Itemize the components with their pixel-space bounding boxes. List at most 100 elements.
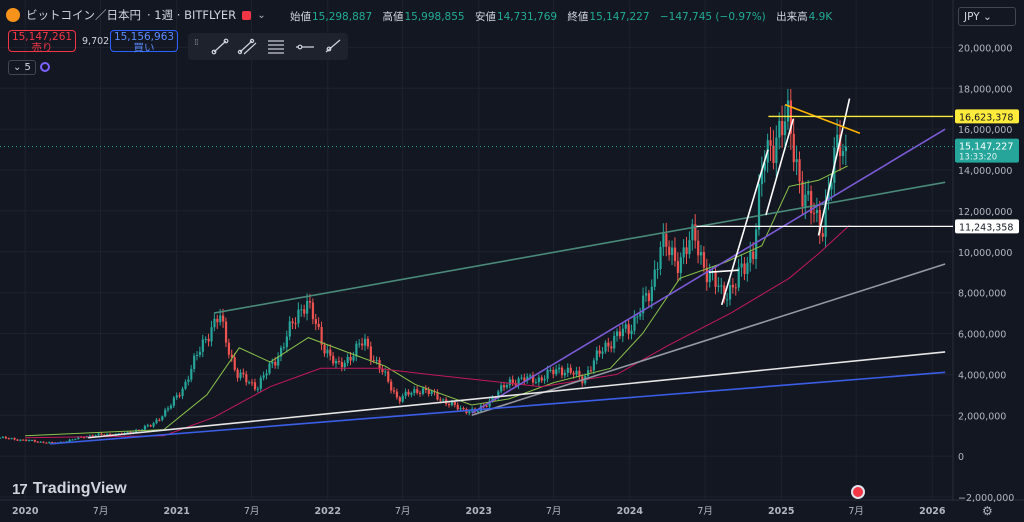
sell-button[interactable]: 15,147,261 売り [8,30,76,54]
candle-body [647,293,651,302]
candle-body [555,369,558,375]
candle [346,353,349,367]
candle-body [685,247,688,255]
candle-body [317,323,320,328]
candle [488,398,491,409]
candle-body [717,285,720,287]
candle-body [279,347,283,357]
go-to-realtime-icon[interactable] [851,485,865,499]
candle-body [642,295,645,314]
x-tick-label: 2024 [617,506,644,517]
candle-body [760,170,764,185]
candle [419,390,422,397]
candle-body [598,350,601,354]
candle [19,439,22,442]
candle [627,320,630,340]
candle [688,231,691,259]
horizontal-line-icon[interactable] [296,44,314,50]
buy-button[interactable]: 15,156,963 買い [110,30,178,54]
candle [146,423,149,428]
candle [760,156,764,197]
candle-body [639,313,642,317]
candle [303,304,306,318]
indicator-panel[interactable]: ⌄ 5 [8,59,50,75]
candle [795,145,798,176]
candle-body [143,426,147,430]
settings-gear-icon[interactable]: ⚙ [982,504,993,518]
candle-body [0,437,2,439]
candle-body [195,354,199,356]
candle [668,240,671,261]
change-value: −147,745 (−0.97%) [659,11,766,23]
candle [746,256,749,282]
candle [624,320,627,333]
x-tick-label: 2023 [466,506,492,517]
candle-body [723,285,726,300]
candle-body [726,299,729,301]
candle-body [198,351,202,355]
candle [702,246,706,273]
ray-icon[interactable] [325,39,341,53]
candle [13,437,16,441]
candle-body [737,267,740,288]
candle-body [262,375,265,378]
candle [511,375,514,387]
volume-value: 4.9K [808,11,833,23]
candle-body [566,367,569,373]
candle-body [201,339,204,352]
market-status-icon [242,10,252,20]
candle-body [187,379,190,382]
candle-body [755,229,758,259]
candle-body [407,391,410,395]
candle-body [610,346,613,349]
indicator-toggle[interactable]: ⌄ 5 [8,59,36,75]
candle [575,366,578,378]
drag-handle-icon[interactable]: ⁞⁞ [194,38,199,48]
candle [30,439,34,442]
candle-body [517,378,520,386]
candle-body [340,362,344,368]
candle [456,402,459,411]
candle-body [236,369,239,378]
candle-body [346,356,349,364]
candle [841,143,845,165]
symbol-name[interactable]: ビットコイン／日本円 [26,8,141,22]
trend-line-icon[interactable] [211,38,229,55]
candle [265,369,268,380]
candle-body [311,302,315,320]
candle [769,127,772,161]
candle [537,374,540,386]
candle [598,345,601,358]
trend-line [471,263,946,417]
candle-body [42,441,45,443]
drawing-toolbar[interactable]: ⁞⁞ [188,33,348,60]
parallel-channel-icon[interactable] [237,38,257,55]
chart-header[interactable]: ビットコイン／日本円 · 1週 · BITFLYER ⌄ [6,6,266,24]
candle [1,436,5,439]
candle [184,379,187,391]
high-value: 15,998,855 [404,11,465,23]
candle-body [13,438,16,440]
bitcoin-logo-icon [6,8,20,22]
chevron-down-icon[interactable]: ⌄ [257,9,266,21]
trend-lines [50,98,946,445]
candle [775,125,778,178]
price-axis: −2,000,000 0 2,000,000 4,000,000 6,000,000 8,… [958,43,1014,504]
candle-body [728,284,732,300]
candle-body [575,370,578,375]
candle [161,415,164,422]
currency-select[interactable]: JPY ⌄ [958,7,1016,26]
fib-retracement-icon[interactable] [268,40,284,54]
interval-label[interactable]: · 1週 · BITFLYER [147,8,237,22]
candle-body [529,375,532,377]
candle-body [624,324,627,329]
candle-body [757,184,761,230]
candle-body [552,369,555,375]
candle [424,385,428,394]
candle [361,337,364,350]
candle [277,352,280,370]
candle [595,346,598,365]
candle [607,337,610,352]
y-tick-label: 4,000,000 [958,370,1006,381]
